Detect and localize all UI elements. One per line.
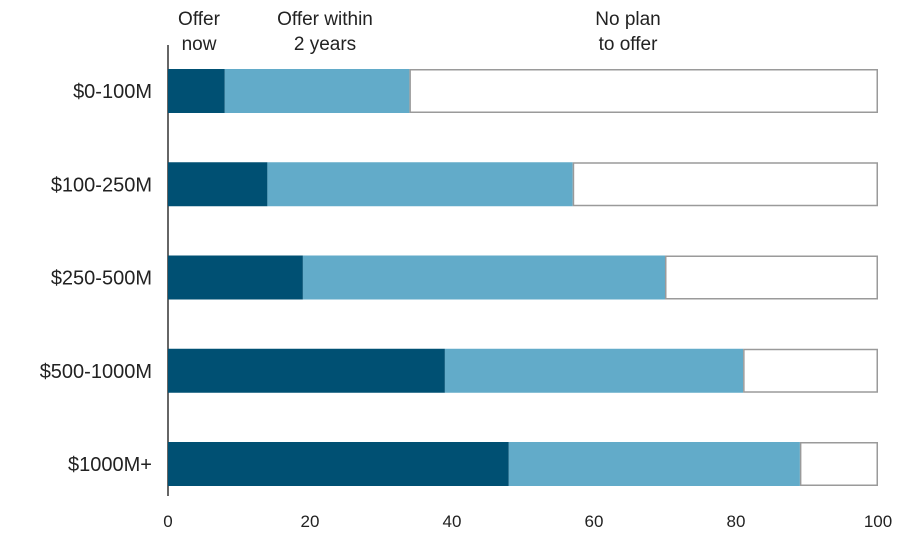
bar-segment-no-plan — [665, 255, 878, 300]
x-tick-label: 20 — [301, 512, 320, 531]
bars-group — [168, 69, 879, 486]
bar-segment-offer-within-2-years — [508, 442, 800, 486]
legend-label: No plan — [595, 9, 661, 30]
bar-segment-no-plan — [572, 162, 878, 207]
bar-segment-offer-within-2-years — [224, 69, 410, 113]
bar-segment-offer-now — [168, 348, 445, 393]
x-tick-label: 0 — [163, 512, 172, 531]
x-tick-label: 40 — [443, 512, 462, 531]
x-tick-label: 100 — [864, 512, 892, 531]
bar-segment-offer-within-2-years — [444, 348, 744, 393]
category-labels: $0-100M $100-250M $250-500M $500-1000M $1000… — [40, 81, 152, 476]
bar-segment-offer-now — [168, 442, 509, 486]
x-tick-label: 60 — [585, 512, 604, 531]
bar-segment-offer-now — [168, 255, 303, 300]
legend: Offer now Offer within 2 years No plan to off… — [178, 9, 661, 55]
category-label: $0-100M — [73, 81, 152, 103]
bar-segment-no-plan — [409, 69, 878, 113]
bar-segment-no-plan — [799, 442, 879, 486]
bar-segment-offer-now — [168, 69, 225, 113]
category-label: $250-500M — [51, 268, 152, 290]
bar-segment-offer-within-2-years — [302, 255, 665, 300]
x-tick-label: 80 — [727, 512, 746, 531]
x-axis-ticks: 0 20 40 60 80 100 — [163, 512, 892, 531]
category-label: $1000M+ — [68, 454, 152, 476]
legend-label: to offer — [599, 34, 658, 55]
category-label: $100-250M — [51, 174, 152, 196]
bar-segment-offer-within-2-years — [267, 162, 573, 207]
legend-label: Offer — [178, 9, 221, 30]
legend-label: Offer within — [277, 9, 373, 30]
bar-segment-no-plan — [743, 348, 878, 393]
category-label: $500-1000M — [40, 361, 152, 383]
legend-label: now — [182, 34, 217, 55]
bar-segment-offer-now — [168, 162, 268, 207]
legend-label: 2 years — [294, 34, 356, 55]
